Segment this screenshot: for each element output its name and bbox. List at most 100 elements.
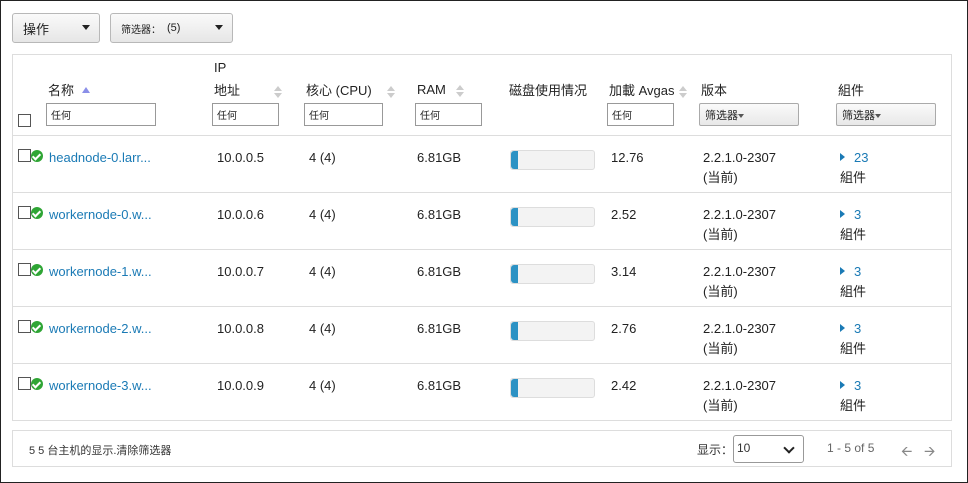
row-checkbox[interactable] [18, 377, 31, 390]
components-link[interactable]: 23 [840, 148, 868, 168]
load-average: 12.76 [611, 150, 644, 165]
expand-triangle-icon [840, 210, 845, 218]
components-count: 3 [854, 264, 862, 279]
version-filter-select[interactable]: 筛选器 [699, 103, 799, 126]
ip-address: 10.0.0.7 [217, 264, 264, 279]
components-cell: 3 組件 [840, 319, 866, 359]
version-note: (当前) [703, 341, 738, 356]
row-checkbox[interactable] [18, 320, 31, 333]
cores-filter-input[interactable] [304, 103, 383, 126]
page-size-select[interactable]: 10 [733, 435, 804, 463]
page-size-value: 10 [737, 441, 751, 455]
host-name-link[interactable]: workernode-1.w... [49, 264, 152, 279]
ram-filter-input[interactable] [415, 103, 482, 126]
column-header-load-label: 加載 Avgas [609, 83, 675, 98]
components-cell: 3 組件 [840, 205, 866, 245]
ip-address: 10.0.0.9 [217, 378, 264, 393]
host-name-link[interactable]: workernode-2.w... [49, 321, 152, 336]
column-header-ip-line1: IP [214, 60, 227, 75]
components-label: 組件 [840, 170, 867, 185]
table-row: workernode-2.w... 10.0.0.8 4 (4) 6.81GB … [13, 307, 951, 364]
load-average: 2.76 [611, 321, 637, 336]
status-ok-icon [31, 264, 43, 276]
components-link[interactable]: 3 [840, 319, 866, 339]
table-row: workernode-1.w... 10.0.0.7 4 (4) 6.81GB … [13, 250, 951, 307]
footer-summary[interactable]: 5 5 台主机的显示.清除筛选器 [29, 445, 172, 457]
previous-page-icon[interactable]: 🡨 [901, 443, 913, 459]
caret-down-icon [82, 25, 90, 30]
cpu-cores: 4 (4) [309, 207, 336, 222]
expand-triangle-icon [840, 324, 845, 332]
components-count: 3 [854, 378, 862, 393]
version-value: 2.2.1.0-2307 [703, 207, 777, 222]
column-header-load[interactable]: 加載 Avgas [609, 80, 688, 99]
next-page-icon[interactable]: 🡪 [924, 443, 936, 459]
caret-down-icon [215, 25, 223, 30]
components-link[interactable]: 3 [840, 262, 866, 282]
status-ok-icon [31, 378, 43, 390]
row-checkbox[interactable] [18, 149, 31, 162]
column-header-ram-label: RAM [417, 82, 446, 97]
version-note: (当前) [703, 227, 738, 242]
cpu-cores: 4 (4) [309, 150, 336, 165]
select-all-checkbox[interactable] [18, 114, 31, 127]
components-label: 組件 [840, 398, 867, 413]
version-cell: 2.2.1.0-2307 (当前) [703, 319, 776, 359]
version-cell: 2.2.1.0-2307 (当前) [703, 376, 776, 416]
ram-value: 6.81GB [417, 321, 462, 336]
components-label: 組件 [840, 284, 867, 299]
column-header-ip-label: 地址 [214, 83, 241, 98]
components-count: 3 [854, 321, 862, 336]
disk-usage-fill [511, 208, 518, 226]
row-checkbox[interactable] [18, 206, 31, 219]
ip-filter-input[interactable] [212, 103, 279, 126]
row-checkbox[interactable] [18, 263, 31, 276]
version-value: 2.2.1.0-2307 [703, 264, 777, 279]
version-note: (当前) [703, 170, 738, 185]
page-size-label: 显示： [697, 443, 734, 457]
disk-usage-bar [510, 378, 595, 398]
cpu-cores: 4 (4) [309, 321, 336, 336]
ram-value: 6.81GB [417, 378, 462, 393]
column-header-cores[interactable]: 核心 (CPU) [306, 80, 396, 99]
column-header-name[interactable]: 名称 [48, 80, 91, 99]
ip-address: 10.0.0.8 [217, 321, 264, 336]
sort-icon [273, 85, 282, 98]
table-row: headnode-0.larr... 10.0.0.5 4 (4) 6.81GB… [13, 136, 951, 193]
version-value: 2.2.1.0-2307 [703, 321, 777, 336]
filter-button[interactable]: 筛选器： (5) [110, 13, 233, 43]
host-name-link[interactable]: workernode-3.w... [49, 378, 152, 393]
actions-button-label: 操作 [23, 21, 50, 37]
host-name-link[interactable]: headnode-0.larr... [49, 150, 151, 165]
actions-button[interactable]: 操作 [12, 13, 100, 43]
host-name-link[interactable]: workernode-0.w... [49, 207, 152, 222]
disk-usage-fill [511, 151, 518, 169]
ip-address: 10.0.0.5 [217, 150, 264, 165]
status-ok-icon [31, 321, 43, 333]
components-count: 23 [854, 150, 869, 165]
name-filter-input[interactable] [46, 103, 156, 126]
table-footer: 5 5 台主机的显示.清除筛选器 显示： 10 1 - 5 of 5 🡨 🡪 [12, 430, 952, 467]
disk-usage-fill [511, 265, 518, 283]
chevron-down-icon [783, 442, 795, 454]
ip-address: 10.0.0.6 [217, 207, 264, 222]
column-header-components: 組件 [838, 83, 865, 98]
column-header-ip[interactable]: 地址 [214, 80, 282, 99]
expand-triangle-icon [840, 153, 845, 161]
filter-button-label: 筛选器： [121, 24, 161, 36]
disk-usage-bar [510, 150, 595, 170]
components-filter-select[interactable]: 筛选器 [836, 103, 936, 126]
version-cell: 2.2.1.0-2307 (当前) [703, 205, 776, 245]
column-header-name-label: 名称 [48, 83, 75, 98]
ram-value: 6.81GB [417, 264, 462, 279]
version-cell: 2.2.1.0-2307 (当前) [703, 148, 776, 188]
components-link[interactable]: 3 [840, 205, 866, 225]
version-note: (当前) [703, 398, 738, 413]
components-link[interactable]: 3 [840, 376, 866, 396]
disk-usage-fill [511, 322, 518, 340]
load-average: 2.42 [611, 378, 637, 393]
load-filter-input[interactable] [607, 103, 674, 126]
version-cell: 2.2.1.0-2307 (当前) [703, 262, 776, 302]
column-header-ram[interactable]: RAM [417, 82, 464, 97]
column-header-cores-label: 核心 (CPU) [306, 83, 372, 98]
